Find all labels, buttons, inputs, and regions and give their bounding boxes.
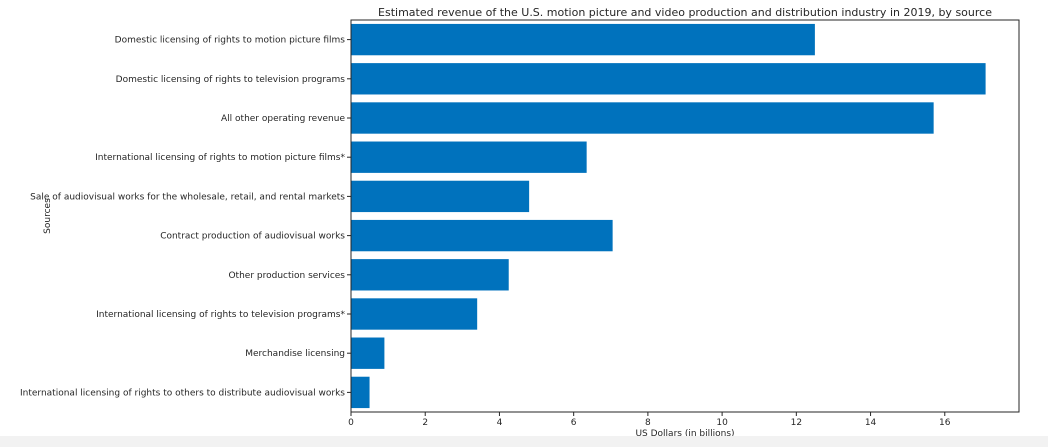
y-tick-label: Merchandise licensing <box>245 349 345 359</box>
y-tick-label: Sale of audiovisual works for the wholes… <box>30 192 345 202</box>
y-tick-label: Domestic licensing of rights to televisi… <box>116 75 346 85</box>
x-tick-label: 14 <box>865 418 877 428</box>
y-tick-label: All other operating revenue <box>221 114 345 124</box>
bars-group <box>351 23 986 409</box>
y-tick-label: Other production services <box>228 271 345 281</box>
bar <box>351 298 478 330</box>
bar <box>351 259 509 291</box>
y-tick-label: International licensing of rights to oth… <box>20 388 345 398</box>
bar <box>351 219 613 252</box>
y-axis-title: Sources <box>43 198 53 234</box>
x-tick-label: 4 <box>497 418 503 428</box>
x-tick-label: 8 <box>645 418 651 428</box>
bar <box>351 63 986 95</box>
x-tick-label: 12 <box>791 418 802 428</box>
x-tick-label: 10 <box>716 418 728 428</box>
y-axis-ticks: Domestic licensing of rights to motion p… <box>20 36 351 398</box>
bar <box>351 180 530 213</box>
x-tick-label: 6 <box>571 418 577 428</box>
bar <box>351 337 385 369</box>
bar <box>351 376 370 409</box>
x-tick-label: 16 <box>939 418 951 428</box>
bottom-strip <box>0 436 1048 447</box>
plot-frame <box>350 19 1020 413</box>
chart-title: Estimated revenue of the U.S. motion pic… <box>378 6 992 19</box>
x-tick-label: 2 <box>422 418 428 428</box>
y-tick-label: Contract production of audiovisual works <box>160 232 345 242</box>
y-tick-label: International licensing of rights to tel… <box>96 310 345 320</box>
x-axis-ticks: 0 2 4 6 8 10 12 14 16 <box>348 412 951 428</box>
bar <box>351 141 587 173</box>
bar <box>351 102 934 134</box>
x-axis-title: US Dollars (in billions) <box>635 429 734 439</box>
x-tick-label: 0 <box>348 418 354 428</box>
y-tick-label: Domestic licensing of rights to motion p… <box>115 36 346 46</box>
y-tick-label: International licensing of rights to mot… <box>95 153 345 163</box>
bar <box>351 23 815 56</box>
